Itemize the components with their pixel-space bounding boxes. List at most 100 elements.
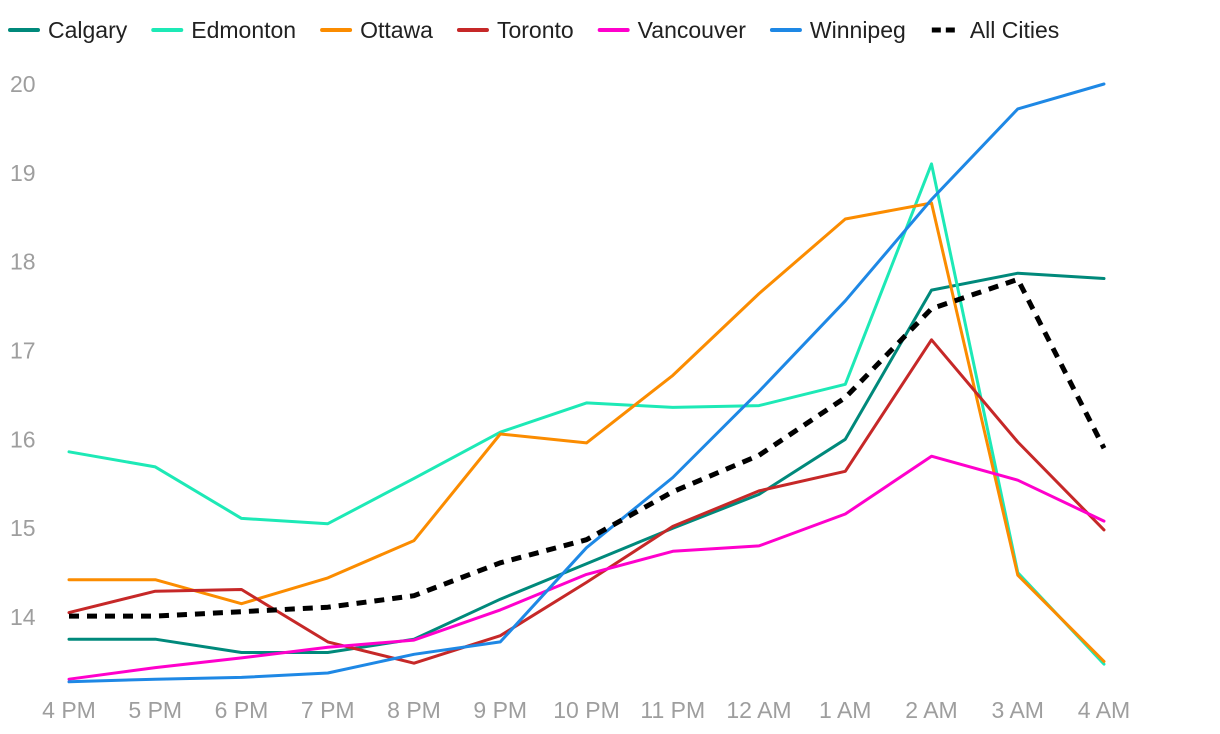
data-point-vancouver-6-pm [239,655,245,661]
series-winnipeg [67,81,1107,684]
series-line-toronto [67,338,1106,665]
data-point-toronto-1-am [842,468,848,474]
y-tick-label-15: 15 [10,515,36,541]
data-point-calgary-10-pm [584,561,590,567]
y-tick-label-20: 20 [10,71,36,97]
data-point-calgary-7-pm [325,650,331,656]
legend-item-vancouver[interactable]: Vancouver [597,17,747,43]
x-tick-label-6-pm: 6 PM [215,697,269,723]
data-point-toronto-8-pm [411,660,417,666]
data-point-toronto-12-am [756,488,762,494]
x-tick-label-10-pm: 10 PM [553,697,619,723]
data-point-calgary-1-am [842,436,848,442]
legend-item-edmonton[interactable]: Edmonton [151,17,296,43]
data-point-winnipeg-1-am [842,298,848,304]
x-tick-label-1-am: 1 AM [819,697,871,723]
legend: Calgary Edmonton Ottawa Toronto Vancouver Win… [8,17,1059,43]
data-point-edmonton-8-pm [411,475,417,481]
data-point-vancouver-9-pm [497,607,503,613]
data-point-all-cities-4-am [1101,445,1107,451]
data-point-toronto-5-pm [152,588,158,594]
y-tick-label-16: 16 [10,426,36,452]
data-point-toronto-7-pm [325,639,331,645]
data-point-vancouver-1-am [842,511,848,517]
data-point-toronto-10-pm [584,579,590,585]
x-tick-label-8-pm: 8 PM [387,697,441,723]
legend-label-vancouver: Vancouver [638,17,747,43]
data-point-toronto-11-pm [670,523,676,529]
data-point-edmonton-5-pm [152,464,158,470]
data-point-edmonton-10-pm [584,400,590,406]
data-point-toronto-2-am [929,337,935,343]
data-point-winnipeg-7-pm [325,670,331,676]
data-point-calgary-5-pm [152,636,158,642]
data-point-ottawa-5-pm [152,577,158,583]
data-point-edmonton-1-am [842,381,848,387]
series-line-all-cities [69,276,1107,619]
data-point-all-cities-4-pm [66,613,72,619]
data-point-all-cities-3-am [1015,276,1021,282]
x-tick-label-2-am: 2 AM [905,697,957,723]
y-axis: 14 15 16 17 18 19 20 [10,71,36,630]
data-point-edmonton-12-am [756,403,762,409]
series-calgary [66,271,1107,656]
legend-item-ottawa[interactable]: Ottawa [320,17,433,43]
data-point-calgary-9-pm [497,596,503,602]
data-point-ottawa-12-am [756,291,762,297]
data-point-vancouver-2-am [929,453,935,459]
legend-item-calgary[interactable]: Calgary [8,17,128,43]
data-point-vancouver-10-pm [584,571,590,577]
data-point-all-cities-9-pm [497,560,503,566]
data-point-winnipeg-8-pm [411,651,417,657]
legend-item-all-cities[interactable]: All Cities [931,17,1059,43]
data-point-winnipeg-6-pm [239,674,245,680]
legend-label-edmonton: Edmonton [191,17,296,43]
data-point-winnipeg-10-pm [584,545,590,551]
series-edmonton [67,161,1106,666]
x-tick-label-4-am: 4 AM [1078,697,1130,723]
legend-label-calgary: Calgary [48,17,128,43]
series-vancouver [67,453,1107,681]
data-point-calgary-4-pm [66,636,72,642]
data-point-ottawa-4-pm [66,577,72,583]
data-point-all-cities-5-pm [152,613,158,619]
data-point-vancouver-7-pm [325,644,331,650]
data-point-ottawa-8-pm [411,538,417,544]
x-tick-label-3-am: 3 AM [992,697,1044,723]
data-point-winnipeg-11-pm [670,475,676,481]
data-point-vancouver-11-pm [670,548,676,554]
data-point-winnipeg-5-pm [152,676,158,682]
data-point-winnipeg-2-am [929,196,935,202]
x-tick-label-5-pm: 5 PM [128,697,182,723]
data-point-all-cities-2-am [929,306,935,312]
data-point-winnipeg-3-am [1015,106,1021,112]
legend-item-winnipeg[interactable]: Winnipeg [769,17,906,43]
data-point-winnipeg-4-am [1101,81,1107,87]
data-point-calgary-2-am [929,287,935,293]
data-point-edmonton-2-am [929,161,935,167]
x-tick-label-11-pm: 11 PM [640,697,705,723]
data-point-winnipeg-12-am [756,388,762,394]
legend-item-toronto[interactable]: Toronto [456,17,574,43]
data-point-vancouver-3-am [1015,477,1021,483]
data-point-ottawa-10-pm [584,440,590,446]
data-point-calgary-6-pm [239,650,245,656]
series-line-ottawa [67,201,1106,663]
legend-label-ottawa: Ottawa [360,17,433,43]
data-point-vancouver-12-am [756,543,762,549]
data-point-ottawa-1-am [842,216,848,222]
data-point-vancouver-8-pm [411,637,417,643]
data-point-all-cities-12-am [756,452,762,458]
x-tick-label-7-pm: 7 PM [301,697,355,723]
data-point-edmonton-11-pm [670,404,676,410]
y-tick-label-14: 14 [10,604,36,630]
legend-label-all-cities: All Cities [970,17,1059,43]
legend-label-winnipeg: Winnipeg [810,17,906,43]
data-point-vancouver-4-am [1101,518,1107,524]
series-line-edmonton [67,162,1106,666]
data-point-calgary-4-am [1101,276,1107,282]
data-point-edmonton-6-pm [239,515,245,521]
legend-label-toronto: Toronto [497,17,574,43]
data-point-ottawa-3-am [1015,572,1021,578]
